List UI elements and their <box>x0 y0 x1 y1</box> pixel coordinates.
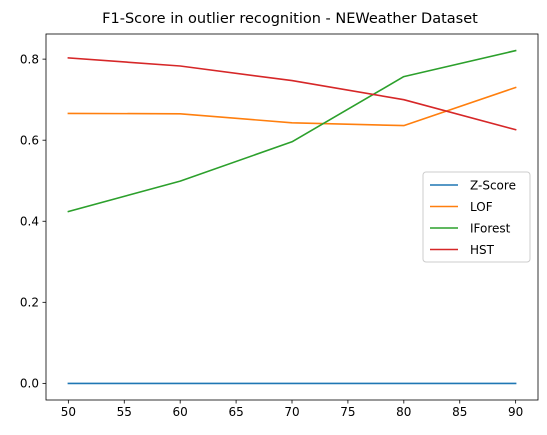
x-tick-label: 90 <box>508 405 523 419</box>
legend-box <box>422 171 531 263</box>
legend-label: Z-Score <box>470 178 516 192</box>
y-tick-label: 0.8 <box>20 52 39 66</box>
series-line-hst <box>67 57 517 131</box>
series-line-lof <box>67 86 517 127</box>
legend-label: HST <box>470 243 495 257</box>
x-axis-ticks: 50 55 60 65 70 75 80 85 90 <box>61 400 523 419</box>
legend-label: LOF <box>470 200 493 214</box>
x-tick-label: 85 <box>452 405 467 419</box>
x-tick-label: 65 <box>228 405 243 419</box>
legend: Z-Score LOF IForest HST <box>422 171 531 263</box>
x-tick-label: 55 <box>117 405 132 419</box>
plot-frame <box>45 33 539 401</box>
y-tick-label: 0.6 <box>20 133 39 147</box>
x-tick-label: 80 <box>396 405 411 419</box>
y-tick-label: 0.0 <box>20 377 39 391</box>
x-tick-label: 70 <box>284 405 299 419</box>
y-axis-ticks: 0.0 0.2 0.4 0.6 0.8 <box>20 52 46 391</box>
x-tick-label: 75 <box>340 405 355 419</box>
x-tick-label: 60 <box>173 405 188 419</box>
chart-title: F1-Score in outlier recognition - NEWeat… <box>102 11 478 27</box>
series-line-iforest <box>67 49 517 213</box>
legend-label: IForest <box>470 221 511 235</box>
x-tick-label: 50 <box>61 405 76 419</box>
y-tick-label: 0.2 <box>20 296 39 310</box>
y-tick-label: 0.4 <box>20 215 39 229</box>
series-lines <box>67 49 517 385</box>
